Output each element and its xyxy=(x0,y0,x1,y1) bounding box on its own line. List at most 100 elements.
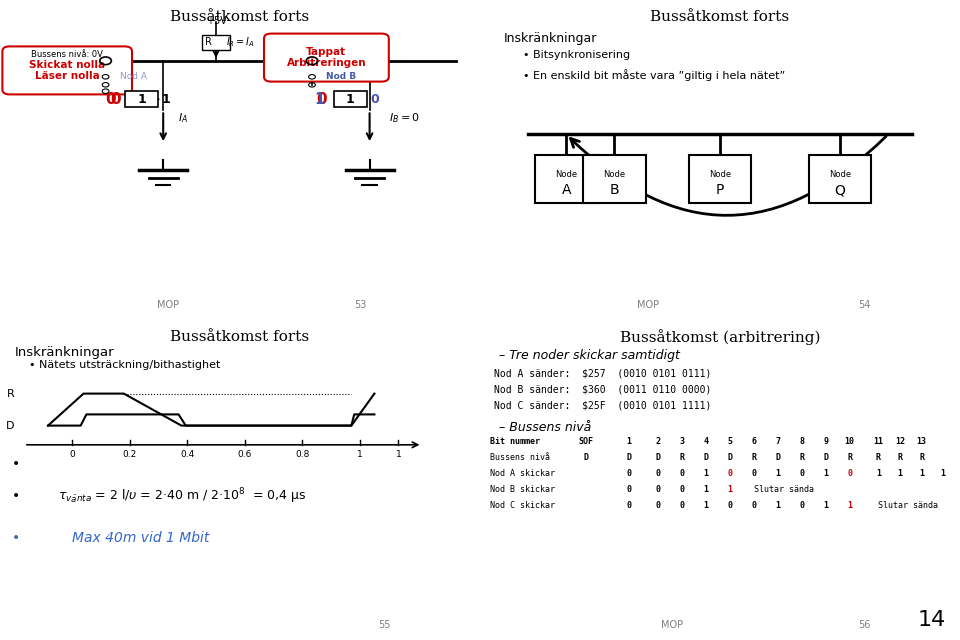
Text: • En enskild bit måste vara ”giltig i hela nätet”: • En enskild bit måste vara ”giltig i he… xyxy=(523,68,785,81)
Text: Node: Node xyxy=(708,170,732,179)
Text: A: A xyxy=(562,184,571,197)
Text: SOF: SOF xyxy=(578,436,593,446)
Text: 6: 6 xyxy=(751,436,756,446)
Text: 7: 7 xyxy=(775,436,780,446)
Text: Bussåtkomst forts: Bussåtkomst forts xyxy=(171,10,309,24)
Text: R: R xyxy=(847,453,852,462)
Text: 0.6: 0.6 xyxy=(238,449,252,459)
FancyBboxPatch shape xyxy=(125,92,158,107)
Text: Bussåtkomst (arbitrering): Bussåtkomst (arbitrering) xyxy=(620,330,820,346)
Text: 0: 0 xyxy=(109,92,121,107)
Text: D: D xyxy=(703,453,708,462)
Text: 1: 1 xyxy=(823,468,828,478)
Text: 0: 0 xyxy=(679,468,684,478)
Text: 0: 0 xyxy=(626,500,632,510)
Text: 0: 0 xyxy=(370,93,379,106)
Text: 0: 0 xyxy=(626,468,632,478)
Text: Nod B sänder:  $360  (0011 0110 0000): Nod B sänder: $360 (0011 0110 0000) xyxy=(494,384,711,394)
Text: 1: 1 xyxy=(137,93,146,106)
Text: Bit nummer: Bit nummer xyxy=(490,436,540,446)
Text: 1: 1 xyxy=(161,93,170,106)
Text: 1: 1 xyxy=(396,449,401,459)
FancyBboxPatch shape xyxy=(536,155,597,203)
Text: $\tau_{v\ddot{a}nta}$ = 2 l/$\upsilon$ = 2·40 m / 2·10$^8$  = 0,4 μs: $\tau_{v\ddot{a}nta}$ = 2 l/$\upsilon$ =… xyxy=(58,486,306,506)
Text: •: • xyxy=(12,489,20,503)
Text: Nod A skickar: Nod A skickar xyxy=(490,468,555,478)
Text: 0: 0 xyxy=(847,468,852,478)
Text: – Bussens nivå: – Bussens nivå xyxy=(499,421,591,434)
Text: 1: 1 xyxy=(775,468,780,478)
Text: •: • xyxy=(12,531,20,545)
Text: 1: 1 xyxy=(919,468,924,478)
Text: D: D xyxy=(727,453,732,462)
Text: Inskränkningar: Inskränkningar xyxy=(504,32,597,45)
Text: 1: 1 xyxy=(357,449,363,459)
Text: R: R xyxy=(799,453,804,462)
Text: 13: 13 xyxy=(917,436,926,446)
Text: 54: 54 xyxy=(858,300,870,310)
FancyArrowPatch shape xyxy=(570,136,886,215)
FancyBboxPatch shape xyxy=(2,46,132,94)
Text: Bussåtkomst forts: Bussåtkomst forts xyxy=(171,330,309,344)
Text: • Bitsynkronisering: • Bitsynkronisering xyxy=(523,50,631,60)
Text: 0: 0 xyxy=(751,468,756,478)
Text: Node: Node xyxy=(603,170,626,179)
Text: R: R xyxy=(205,37,212,47)
Text: 0: 0 xyxy=(679,500,684,510)
Text: 1: 1 xyxy=(775,500,780,510)
Text: 1: 1 xyxy=(346,93,355,106)
Text: Node: Node xyxy=(828,170,852,179)
Text: 5: 5 xyxy=(727,436,732,446)
Text: $I_A$: $I_A$ xyxy=(178,111,187,125)
Text: D: D xyxy=(583,453,588,462)
FancyBboxPatch shape xyxy=(202,35,230,50)
Text: Nod A sänder:  $257  (0010 0101 0111): Nod A sänder: $257 (0010 0101 0111) xyxy=(494,368,711,378)
Text: 8: 8 xyxy=(799,436,804,446)
Text: 1: 1 xyxy=(941,468,946,478)
Text: 1: 1 xyxy=(876,468,881,478)
Text: Bussåtkomst forts: Bussåtkomst forts xyxy=(651,10,789,24)
Text: R: R xyxy=(898,453,902,462)
Text: 56: 56 xyxy=(858,620,870,630)
Text: R: R xyxy=(919,453,924,462)
Text: B: B xyxy=(610,184,619,197)
Text: Bussens nivå: 0V: Bussens nivå: 0V xyxy=(31,50,103,60)
Text: D: D xyxy=(626,453,632,462)
FancyBboxPatch shape xyxy=(334,92,368,107)
FancyBboxPatch shape xyxy=(808,155,872,203)
Text: 0: 0 xyxy=(655,485,660,494)
Text: 55: 55 xyxy=(377,620,391,630)
Text: P: P xyxy=(716,184,724,197)
Text: MOP: MOP xyxy=(636,300,660,310)
Text: Nod C sänder:  $25F  (0010 0101 1111): Nod C sänder: $25F (0010 0101 1111) xyxy=(494,400,711,410)
Text: 0: 0 xyxy=(69,449,75,459)
Text: Nod B skickar: Nod B skickar xyxy=(490,485,555,494)
Text: 0.4: 0.4 xyxy=(180,449,194,459)
Text: 2: 2 xyxy=(655,436,660,446)
Text: Slutar sända: Slutar sända xyxy=(878,500,939,510)
Text: 3: 3 xyxy=(679,436,684,446)
Text: 1: 1 xyxy=(703,468,708,478)
Text: 0: 0 xyxy=(751,500,756,510)
Text: R: R xyxy=(751,453,756,462)
Text: Nod C skickar: Nod C skickar xyxy=(490,500,555,510)
Text: $I_R = I_A$: $I_R = I_A$ xyxy=(226,35,254,49)
FancyBboxPatch shape xyxy=(688,155,752,203)
Text: 1: 1 xyxy=(703,500,708,510)
Text: 10: 10 xyxy=(845,436,854,446)
Text: 1: 1 xyxy=(703,485,708,494)
Text: 0: 0 xyxy=(626,485,632,494)
Text: 0: 0 xyxy=(799,468,804,478)
Text: Inskränkningar: Inskränkningar xyxy=(14,346,114,358)
Text: 1: 1 xyxy=(823,500,828,510)
Text: R: R xyxy=(679,453,684,462)
Text: 0: 0 xyxy=(727,500,732,510)
Text: • Nätets utsträckning/bithastighet: • Nätets utsträckning/bithastighet xyxy=(29,360,220,370)
FancyBboxPatch shape xyxy=(264,33,389,81)
Text: 0: 0 xyxy=(655,468,660,478)
Text: 0.8: 0.8 xyxy=(296,449,309,459)
Text: MOP: MOP xyxy=(660,620,684,630)
Text: D: D xyxy=(6,420,14,431)
Text: 1: 1 xyxy=(727,485,732,494)
Text: D: D xyxy=(655,453,660,462)
